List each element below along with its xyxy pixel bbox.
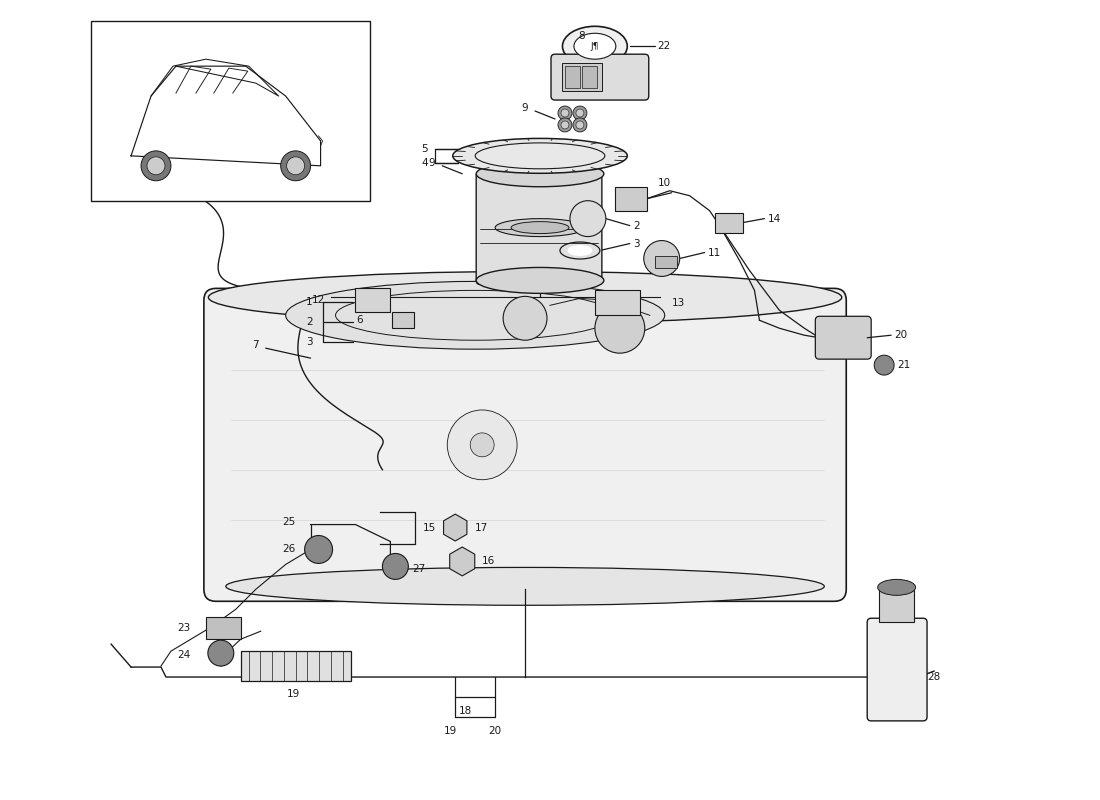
- Text: 6: 6: [355, 315, 363, 326]
- FancyBboxPatch shape: [551, 54, 649, 100]
- Ellipse shape: [568, 245, 593, 256]
- Circle shape: [558, 118, 572, 132]
- Bar: [206, 618, 241, 639]
- Circle shape: [280, 151, 310, 181]
- Text: 16: 16: [482, 557, 495, 566]
- FancyBboxPatch shape: [867, 618, 927, 721]
- Bar: [241, 651, 351, 681]
- Text: 22: 22: [658, 42, 671, 51]
- Circle shape: [383, 554, 408, 579]
- Bar: [654, 257, 676, 269]
- Circle shape: [570, 201, 606, 237]
- Text: eurotes: eurotes: [230, 319, 770, 441]
- Text: 28: 28: [927, 672, 940, 682]
- Ellipse shape: [495, 218, 585, 237]
- Text: 20: 20: [488, 726, 502, 736]
- Circle shape: [287, 157, 305, 174]
- Text: 20: 20: [894, 330, 908, 340]
- Ellipse shape: [476, 267, 604, 294]
- Circle shape: [874, 355, 894, 375]
- Circle shape: [576, 121, 584, 129]
- Text: 1: 1: [306, 298, 312, 307]
- Text: 19: 19: [287, 689, 300, 699]
- Bar: [562, 63, 602, 91]
- Text: 7: 7: [252, 340, 260, 350]
- Circle shape: [561, 109, 569, 117]
- Ellipse shape: [226, 567, 824, 606]
- Bar: [715, 213, 742, 233]
- Text: 12: 12: [311, 295, 324, 306]
- Bar: [91, 22, 371, 201]
- Bar: [582, 66, 597, 88]
- FancyBboxPatch shape: [476, 172, 602, 285]
- Bar: [879, 590, 914, 622]
- Circle shape: [147, 157, 165, 174]
- Text: 24: 24: [178, 650, 191, 660]
- Circle shape: [503, 296, 547, 340]
- Bar: [565, 66, 580, 88]
- Circle shape: [208, 640, 234, 666]
- Text: 25: 25: [283, 517, 296, 526]
- Text: 17: 17: [475, 522, 488, 533]
- Circle shape: [561, 121, 569, 129]
- Text: 26: 26: [283, 545, 296, 554]
- Text: 4: 4: [421, 158, 428, 168]
- Bar: [393, 312, 415, 328]
- Text: 3: 3: [306, 338, 312, 347]
- Bar: [355, 288, 390, 312]
- Text: 3: 3: [632, 238, 639, 249]
- Circle shape: [141, 151, 170, 181]
- Ellipse shape: [208, 271, 842, 323]
- Text: 2: 2: [306, 318, 312, 327]
- Ellipse shape: [512, 222, 569, 234]
- Text: 18: 18: [459, 706, 472, 716]
- Text: 9: 9: [521, 103, 528, 113]
- Circle shape: [595, 303, 645, 353]
- Ellipse shape: [574, 34, 616, 59]
- Text: 23: 23: [178, 623, 191, 634]
- Text: 15: 15: [422, 522, 436, 533]
- Ellipse shape: [562, 26, 627, 66]
- Ellipse shape: [286, 282, 664, 349]
- Text: 11: 11: [707, 247, 721, 258]
- Text: 9: 9: [429, 158, 436, 168]
- Circle shape: [573, 118, 587, 132]
- Text: 5: 5: [421, 144, 428, 154]
- Text: a passion for parts since 1985: a passion for parts since 1985: [270, 475, 730, 504]
- Ellipse shape: [878, 579, 915, 595]
- Text: 14: 14: [768, 214, 781, 224]
- Circle shape: [576, 109, 584, 117]
- Circle shape: [644, 241, 680, 277]
- Text: J¶: J¶: [591, 42, 600, 50]
- FancyBboxPatch shape: [204, 288, 846, 602]
- Text: 2: 2: [632, 221, 639, 230]
- Bar: [615, 186, 647, 210]
- Circle shape: [558, 106, 572, 120]
- Text: 13: 13: [672, 298, 685, 308]
- Text: 27: 27: [412, 565, 426, 574]
- Ellipse shape: [476, 161, 604, 186]
- Text: 10: 10: [658, 178, 671, 188]
- Bar: [595, 290, 640, 315]
- Text: 19: 19: [443, 726, 456, 736]
- Text: 21: 21: [898, 360, 911, 370]
- Circle shape: [470, 433, 494, 457]
- Ellipse shape: [453, 138, 627, 174]
- Circle shape: [573, 106, 587, 120]
- Circle shape: [305, 535, 332, 563]
- FancyBboxPatch shape: [815, 316, 871, 359]
- Text: 8: 8: [579, 31, 585, 42]
- Circle shape: [448, 410, 517, 480]
